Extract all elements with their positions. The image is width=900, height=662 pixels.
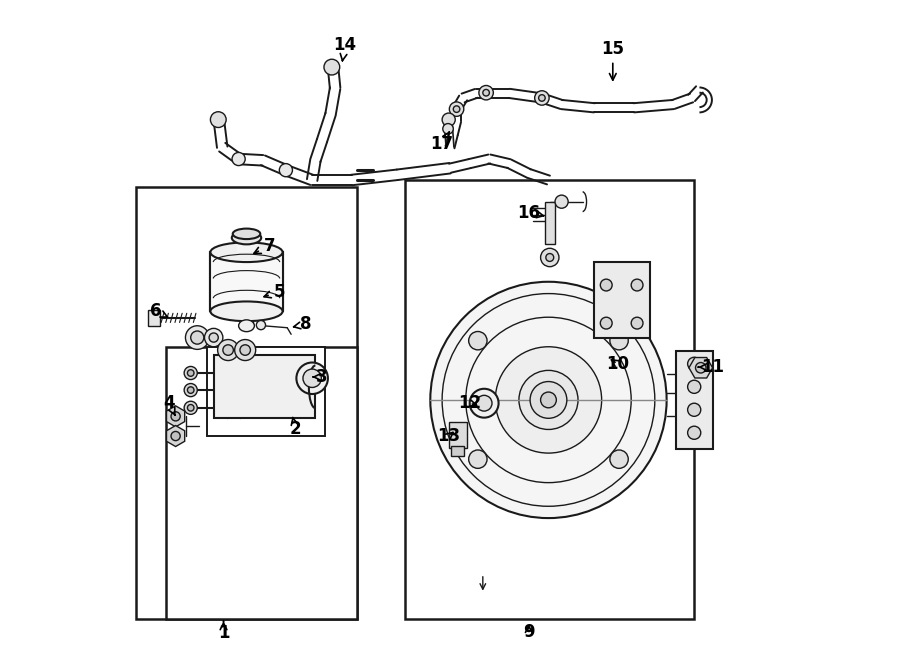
Circle shape <box>541 392 556 408</box>
Circle shape <box>688 403 701 416</box>
Circle shape <box>430 282 667 518</box>
Circle shape <box>209 333 219 342</box>
Text: 16: 16 <box>518 204 544 222</box>
Circle shape <box>519 370 578 430</box>
Circle shape <box>454 106 460 113</box>
Circle shape <box>184 401 197 414</box>
Circle shape <box>184 383 197 397</box>
Bar <box>166 348 356 618</box>
Text: 13: 13 <box>437 427 460 445</box>
Circle shape <box>631 279 643 291</box>
Circle shape <box>235 340 256 361</box>
Circle shape <box>482 89 490 96</box>
Circle shape <box>232 152 245 166</box>
Circle shape <box>187 404 194 411</box>
Circle shape <box>171 412 180 421</box>
Text: 14: 14 <box>333 36 356 61</box>
Bar <box>405 180 694 618</box>
Circle shape <box>495 347 601 453</box>
Circle shape <box>240 345 250 355</box>
Text: 10: 10 <box>606 355 629 373</box>
Circle shape <box>469 450 487 468</box>
Circle shape <box>449 102 464 117</box>
Circle shape <box>296 363 328 394</box>
Text: 1: 1 <box>218 621 230 642</box>
Bar <box>213 355 315 418</box>
Circle shape <box>545 254 554 261</box>
Text: 4: 4 <box>163 394 176 415</box>
Circle shape <box>184 367 197 379</box>
Ellipse shape <box>233 228 260 239</box>
Text: 15: 15 <box>601 40 625 80</box>
Text: 5: 5 <box>264 283 285 301</box>
Bar <box>211 252 283 311</box>
Circle shape <box>171 432 180 441</box>
Bar <box>207 348 325 436</box>
Circle shape <box>443 124 454 134</box>
Ellipse shape <box>211 301 283 321</box>
Ellipse shape <box>211 242 283 262</box>
Text: 11: 11 <box>698 358 724 376</box>
Circle shape <box>479 85 493 100</box>
Circle shape <box>303 369 321 387</box>
Ellipse shape <box>232 231 261 244</box>
Circle shape <box>469 332 487 350</box>
Circle shape <box>442 113 455 126</box>
Text: 3: 3 <box>313 368 328 386</box>
Bar <box>449 422 467 448</box>
Circle shape <box>476 395 492 411</box>
Bar <box>677 351 713 449</box>
Circle shape <box>279 164 292 177</box>
Text: 6: 6 <box>150 303 167 320</box>
Circle shape <box>631 317 643 329</box>
Circle shape <box>600 317 612 329</box>
Circle shape <box>688 380 701 393</box>
Text: 7: 7 <box>254 236 275 255</box>
Text: 8: 8 <box>293 315 311 334</box>
Circle shape <box>541 248 559 267</box>
Circle shape <box>204 328 223 347</box>
Text: 9: 9 <box>523 623 535 641</box>
Circle shape <box>223 345 233 355</box>
Bar <box>544 202 555 244</box>
Ellipse shape <box>238 320 255 332</box>
Circle shape <box>610 332 628 350</box>
Text: 17: 17 <box>430 132 454 153</box>
Circle shape <box>324 59 339 75</box>
Circle shape <box>688 357 701 370</box>
Text: 12: 12 <box>458 394 482 412</box>
Circle shape <box>688 426 701 440</box>
Bar <box>594 262 650 338</box>
Bar <box>238 238 256 252</box>
Circle shape <box>218 340 238 361</box>
Circle shape <box>535 91 549 105</box>
Circle shape <box>555 195 568 209</box>
Circle shape <box>470 389 499 418</box>
Bar <box>148 310 160 326</box>
Bar <box>136 187 356 618</box>
Circle shape <box>538 95 545 101</box>
Circle shape <box>530 381 567 418</box>
Circle shape <box>600 279 612 291</box>
Circle shape <box>187 387 194 393</box>
Text: 2: 2 <box>290 418 302 438</box>
Bar <box>451 446 464 455</box>
Circle shape <box>187 370 194 376</box>
Circle shape <box>696 363 706 373</box>
Circle shape <box>211 112 226 128</box>
Circle shape <box>185 326 209 350</box>
Circle shape <box>191 331 203 344</box>
Circle shape <box>610 450 628 468</box>
Circle shape <box>256 320 266 330</box>
